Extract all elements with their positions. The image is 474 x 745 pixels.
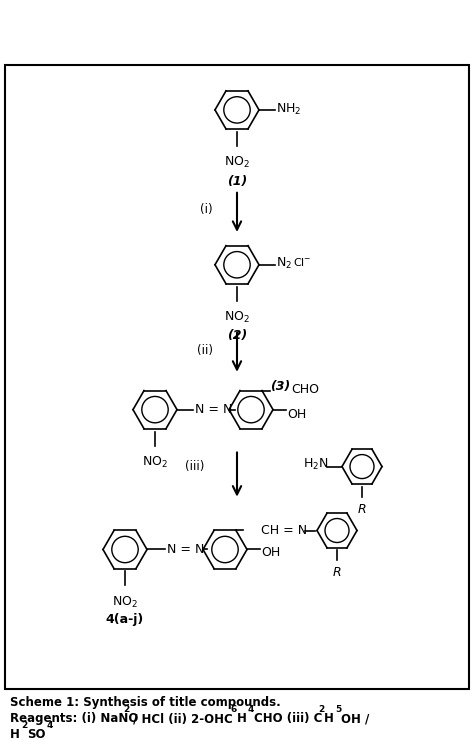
Text: OH: OH — [287, 408, 306, 421]
Text: CHO: CHO — [291, 383, 319, 396]
Text: $\mathdefault{NO_2}$: $\mathdefault{NO_2}$ — [112, 595, 138, 609]
Text: Reagents: (i) NaNO: Reagents: (i) NaNO — [10, 712, 138, 726]
Text: $\mathdefault{H_2N}$: $\mathdefault{H_2N}$ — [303, 457, 328, 472]
Text: $\mathdefault{NH_2}$: $\mathdefault{NH_2}$ — [276, 102, 301, 118]
Text: (2): (2) — [227, 329, 247, 342]
Text: (1): (1) — [227, 175, 247, 188]
Text: CH = N: CH = N — [261, 524, 307, 537]
Text: H: H — [10, 729, 20, 741]
Text: N = N: N = N — [195, 403, 232, 416]
Text: (ii): (ii) — [197, 344, 213, 357]
Text: OH: OH — [261, 546, 280, 559]
Text: 2: 2 — [123, 706, 129, 714]
Text: 2: 2 — [318, 706, 324, 714]
Text: SO: SO — [27, 729, 46, 741]
Text: (3): (3) — [270, 380, 290, 393]
Text: 5: 5 — [335, 706, 341, 714]
Text: 2: 2 — [21, 721, 27, 730]
Text: 6: 6 — [231, 706, 237, 714]
Text: / HCl (ii) 2-OHC: / HCl (ii) 2-OHC — [129, 712, 233, 726]
Text: Scheme 1: Synthesis of title compounds.: Scheme 1: Synthesis of title compounds. — [10, 697, 281, 709]
Text: R: R — [333, 566, 341, 580]
Text: $\mathdefault{NO_2}$: $\mathdefault{NO_2}$ — [142, 454, 168, 469]
Text: H: H — [237, 712, 247, 726]
Text: N = N: N = N — [167, 543, 204, 556]
Text: 4: 4 — [248, 706, 255, 714]
Text: 4(a-j): 4(a-j) — [106, 613, 144, 627]
Text: $\mathdefault{NO_2}$: $\mathdefault{NO_2}$ — [224, 310, 250, 325]
Text: H: H — [324, 712, 334, 726]
Text: R: R — [358, 503, 366, 516]
Text: Cl$^{-}$: Cl$^{-}$ — [293, 256, 311, 267]
Text: CHO (iii) C: CHO (iii) C — [254, 712, 322, 726]
Text: $\mathdefault{N_2}$: $\mathdefault{N_2}$ — [276, 256, 292, 271]
Text: 4: 4 — [47, 721, 54, 730]
Text: $\mathdefault{NO_2}$: $\mathdefault{NO_2}$ — [224, 155, 250, 170]
Text: (i): (i) — [200, 203, 213, 216]
Text: (iii): (iii) — [185, 460, 204, 473]
Text: OH /: OH / — [341, 712, 369, 726]
